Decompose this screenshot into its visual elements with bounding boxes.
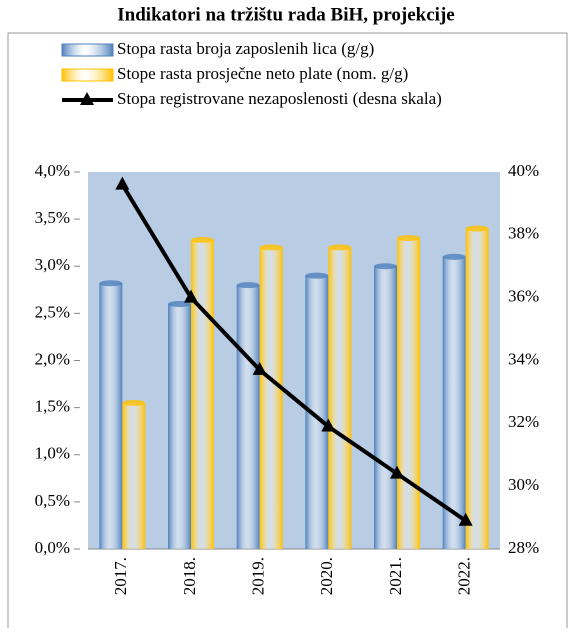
x-tick-label: 2017. [111,557,130,595]
bar [99,283,123,549]
bar [259,247,283,549]
y2-tick-label: 34% [508,349,539,368]
bar [374,266,397,549]
legend-swatch [61,68,114,82]
bar-top [465,225,489,232]
y2-tick-label: 32% [508,412,539,431]
y-tick-label: 2,5% [35,302,70,321]
legend-label: Stope rasta prosječne neto plate (nom. g… [117,64,408,83]
y2-tick-label: 36% [508,287,539,306]
bar [465,228,489,550]
legend-label: Stopa rasta broja zaposlenih lica (g/g) [117,39,374,58]
bar [397,237,420,549]
legend-swatch [61,43,114,57]
bar [305,275,329,549]
y-tick-label: 3,0% [35,255,70,274]
legend-marker [80,92,94,105]
marker [252,361,267,375]
bar-top [442,253,466,260]
bar-top [191,236,214,243]
bar-top [305,272,329,279]
x-tick-label: 2021. [386,557,405,595]
chart-frame [7,32,568,628]
x-tick-label: 2020. [317,557,336,595]
bar [168,303,191,549]
bar [236,285,260,549]
bar-top [99,280,123,287]
y2-tick-label: 30% [508,475,539,494]
bar [122,402,146,549]
y2-tick-label: 28% [508,538,539,557]
x-tick-label: 2018. [180,557,199,595]
bar-top [374,263,397,270]
legend-label: Stopa registrovane nezaposlenosti (desna… [117,89,442,108]
x-tick-label: 2022. [455,557,474,595]
y2-tick-label: 40% [508,161,539,180]
y-tick-label: 1,5% [35,397,70,416]
y-tick-label: 3,5% [35,208,70,227]
bar [191,239,214,550]
chart-title: Indikatori na tržištu rada BiH, projekci… [117,4,454,25]
bar-top [122,399,146,406]
marker [321,418,336,432]
bar-top [259,244,283,251]
y2-tick-label: 38% [508,224,539,243]
y-tick-label: 0,5% [35,491,70,510]
marker [390,465,404,479]
y-tick-label: 0,0% [35,538,70,557]
bar [442,256,466,549]
bar-top [328,244,352,251]
plot-area [88,172,500,549]
x-tick-label: 2019. [249,557,268,595]
bar-top [236,282,260,289]
bar [328,247,352,549]
marker [115,176,130,190]
marker [458,512,473,526]
y-tick-label: 1,0% [35,444,70,463]
bar-top [397,234,420,241]
y-tick-label: 4,0% [35,161,70,180]
y-tick-label: 2,0% [35,349,70,368]
marker [184,289,198,303]
line [120,183,467,523]
